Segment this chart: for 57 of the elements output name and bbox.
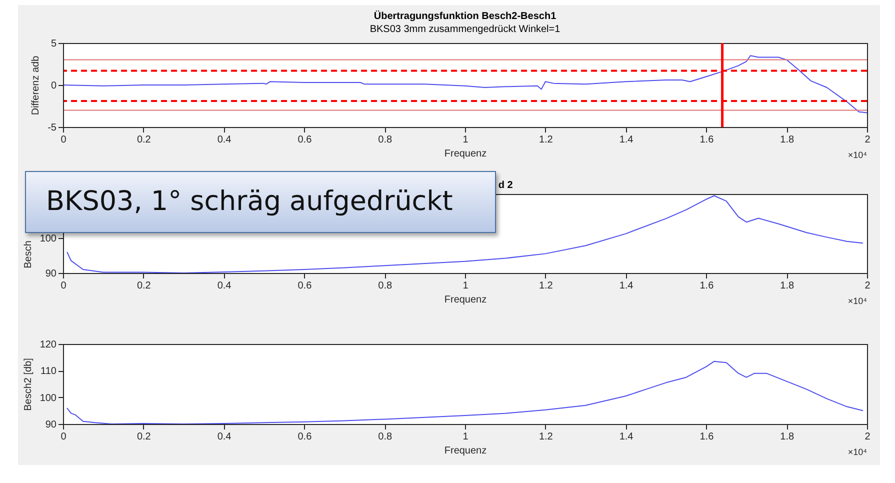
x-tick-label: 1.8: [780, 280, 794, 292]
y-tick-label: 120: [40, 340, 57, 350]
x-tick-label: 1: [462, 134, 469, 146]
x-tick-label: 2: [864, 432, 871, 442]
y-tick-label: 5: [50, 38, 57, 50]
x-tick-label: 1.4: [619, 134, 634, 146]
x-tick-label: 1.4: [619, 432, 634, 442]
y-tick-label: 100: [40, 233, 57, 244]
x-axis-title: Frequenz: [444, 294, 487, 306]
x-tick-label: 0.8: [378, 432, 392, 442]
x-tick-label: 0: [60, 432, 67, 442]
chart-subtitle: BKS03 3mm zusammengedrückt Winkel=1: [370, 24, 561, 35]
x-tick-label: 2: [864, 280, 871, 292]
x-tick-label: 0.4: [217, 280, 232, 292]
y-axis-title: Besch: [22, 240, 34, 268]
x-tick-label: 0.2: [136, 432, 152, 442]
text: ×10⁴: [848, 447, 868, 457]
x-tick-label: 0.6: [298, 134, 312, 146]
y-tick-label: 0: [50, 80, 57, 92]
x-tick-label: 1.6: [700, 280, 714, 292]
x-tick-label: 1.4: [619, 280, 634, 292]
x-tick-label: 0.6: [298, 432, 312, 442]
x-tick-label: 1.8: [780, 432, 794, 442]
chart-title: d 2: [498, 180, 514, 191]
x-tick-label: 0.2: [136, 134, 152, 146]
annotation: BKS03, 1° schräg aufgedrückt: [25, 171, 496, 233]
x-tick-label: 1: [462, 432, 469, 442]
x-tick-label: 0.2: [136, 280, 152, 292]
x-axis-title: Frequenz: [444, 446, 487, 456]
x-tick-label: 0.6: [298, 280, 312, 292]
y-tick-label: 90: [45, 268, 57, 280]
y-tick-label: -5: [48, 122, 57, 134]
x-tick-label: 0.8: [378, 280, 392, 292]
x-tick-label: 0.8: [378, 134, 392, 146]
x-tick-label: 0.4: [217, 134, 232, 146]
x-tick-label: 1.2: [538, 134, 554, 146]
x-axis-title: Frequenz: [444, 148, 487, 160]
x-tick-label: 1.6: [700, 134, 714, 146]
x-tick-label: 1.8: [780, 134, 794, 146]
line-series: [62, 55, 868, 114]
x-tick-label: 0.4: [217, 432, 232, 442]
text: ×10⁴: [848, 150, 868, 160]
text: ×10⁴: [848, 296, 868, 306]
x-tick-label: 1.2: [538, 280, 554, 292]
x-tick-label: 1: [462, 280, 469, 292]
y-tick-label: 110: [40, 366, 57, 378]
y-tick-label: 90: [45, 420, 57, 430]
y-tick-label: 100: [40, 392, 57, 404]
y-axis-title: Besch2 [db]: [22, 358, 34, 411]
x-tick-label: 0: [60, 134, 67, 146]
line-series: [66, 360, 864, 424]
x-tick-label: 1.6: [700, 432, 714, 442]
x-tick-label: 2: [864, 134, 871, 146]
x-tick-label: 0: [60, 280, 67, 292]
chart-title: Übertragungsfunktion Besch2-Besch1: [374, 10, 557, 22]
x-tick-label: 1.2: [538, 432, 554, 442]
y-axis-title: Differenz adb: [30, 55, 42, 116]
